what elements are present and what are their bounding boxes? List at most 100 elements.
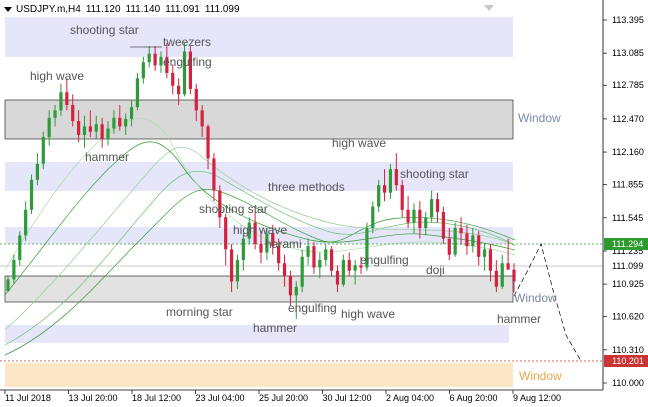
current-price-label: 111.099 — [612, 261, 643, 271]
candle-body — [418, 209, 422, 228]
label-three-methods: three methods — [268, 180, 345, 194]
candle-body — [112, 117, 116, 129]
candle-body — [512, 269, 516, 282]
candle-body — [465, 233, 469, 247]
candle-body — [77, 121, 81, 135]
candle — [271, 224, 275, 255]
candle — [200, 105, 204, 138]
candle — [294, 281, 298, 319]
red-level-box — [604, 355, 648, 367]
label-window-2: Window — [514, 291, 557, 305]
candle — [435, 192, 440, 223]
candle-body — [288, 276, 293, 296]
time-tick-label: 9 Aug 12:00 — [513, 393, 561, 403]
candle — [94, 115, 98, 140]
candle — [288, 270, 293, 307]
candle-body — [506, 263, 510, 270]
candle — [247, 217, 251, 245]
candle-body — [471, 235, 475, 247]
zone-gray-lower — [4, 275, 514, 303]
candle-body — [265, 233, 269, 253]
candle-body — [335, 270, 340, 285]
candle — [206, 124, 210, 170]
candle — [241, 233, 245, 271]
candle-body — [24, 209, 28, 236]
candle — [77, 110, 81, 143]
ma-line-5 — [4, 118, 516, 271]
candle — [353, 260, 357, 285]
candle — [406, 195, 410, 228]
zone-blue-mid-1 — [5, 162, 513, 191]
candle — [177, 78, 181, 106]
candle-body — [229, 249, 234, 282]
candle — [141, 56, 145, 84]
candle-body — [271, 233, 275, 247]
candle — [394, 153, 398, 191]
candle — [224, 214, 228, 266]
candle — [371, 201, 375, 234]
label-high-wave-3: high wave — [233, 223, 287, 237]
candle-body — [35, 163, 40, 180]
time-tick-label: 2 Aug 04:00 — [386, 393, 434, 403]
candle-body — [341, 260, 345, 285]
candle — [471, 227, 475, 253]
label-engulfing-3: engulfing — [288, 301, 337, 315]
candle — [82, 115, 87, 148]
candle — [24, 201, 28, 241]
label-harami: harami — [265, 237, 302, 251]
candle-body — [500, 263, 504, 287]
candle — [229, 244, 234, 293]
label-morning-star: morning star — [166, 305, 233, 319]
candle — [106, 121, 110, 146]
scroll-arrow-icon[interactable] — [484, 5, 494, 11]
zones-layer — [4, 17, 514, 387]
label-engulfing-2: engulfing — [360, 253, 409, 267]
collapse-arrow-icon[interactable] — [4, 6, 12, 12]
candle — [300, 249, 304, 293]
price-tick-label: 110.310 — [612, 345, 644, 355]
candle-body — [447, 238, 451, 255]
candle — [253, 211, 257, 250]
candle-body — [171, 72, 175, 86]
candle — [441, 206, 445, 245]
green-level-label: 111.294 — [612, 239, 643, 249]
annotations-layer: shooting star tweezers engulfing high wa… — [30, 23, 562, 383]
candle — [306, 238, 310, 266]
candle — [53, 105, 57, 127]
candle — [365, 222, 369, 271]
candle-body — [394, 169, 398, 186]
candle-body — [430, 199, 434, 218]
candle-body — [347, 260, 351, 271]
symbol-header: USDJPY.m,H4 111.120 111.140 111.091 111.… — [0, 0, 245, 18]
candle-body — [129, 107, 134, 119]
zone-blue-top — [5, 17, 513, 57]
candle-body — [47, 117, 51, 138]
candle-body — [259, 244, 263, 253]
candle-body — [388, 169, 393, 193]
label-shooting-star-3: shooting star — [199, 202, 268, 216]
price-tick-label: 111.855 — [612, 180, 643, 190]
zone-orange-bottom — [5, 363, 513, 387]
candle-body — [294, 286, 298, 296]
candle-body — [194, 88, 198, 111]
candles-layer — [6, 42, 516, 319]
time-tick-label: 18 Jul 12:00 — [132, 393, 181, 403]
candle-body — [182, 51, 187, 95]
candle-body — [18, 235, 22, 261]
price-tick-label: 112.470 — [612, 114, 644, 124]
label-high-wave-4: high wave — [341, 307, 395, 321]
zone-gray-window — [4, 99, 514, 140]
price-tick-label: 113.085 — [612, 48, 644, 58]
price-tick-label: 110.925 — [612, 279, 644, 289]
candle-body — [435, 199, 440, 212]
red-level-label: 110.201 — [612, 356, 644, 366]
candle — [494, 260, 498, 293]
zone-blue-bottom — [5, 325, 509, 343]
candle-body — [153, 53, 157, 66]
candle — [165, 42, 169, 79]
label-engulfing-1: engulfing — [163, 55, 212, 69]
candle — [512, 263, 516, 293]
candle-body — [459, 227, 463, 234]
